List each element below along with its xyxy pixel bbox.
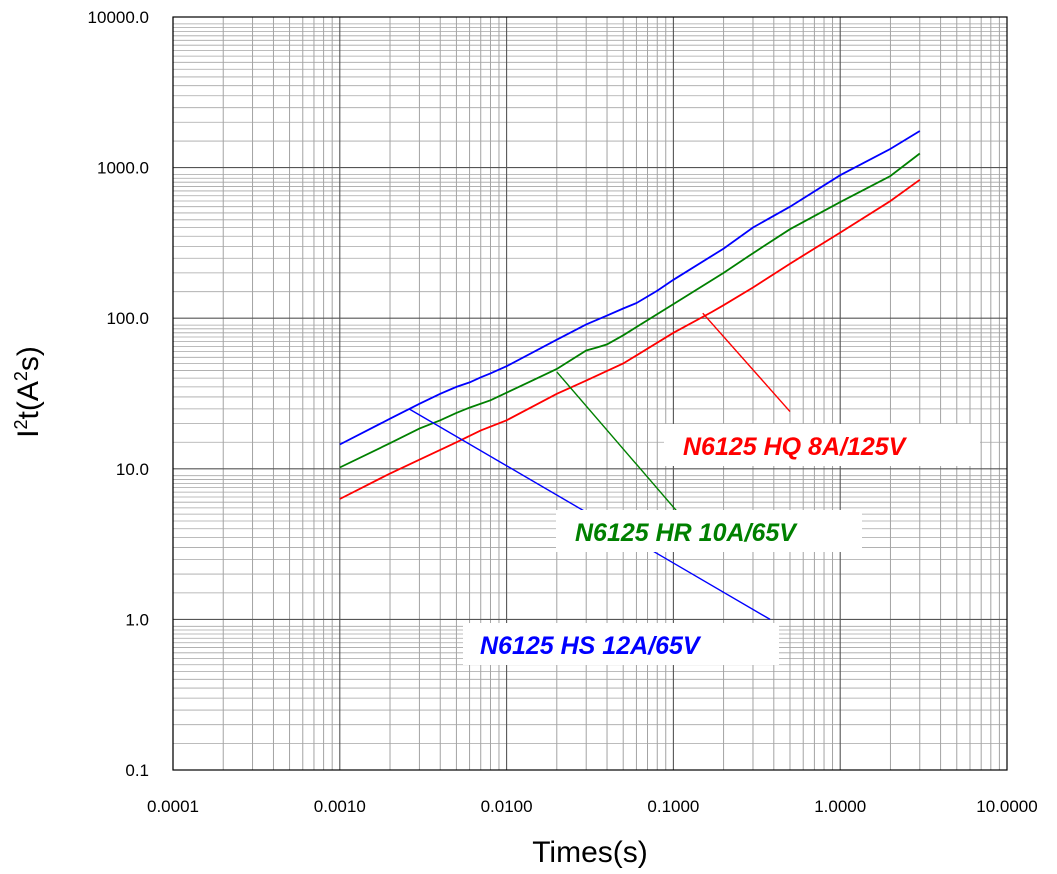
series-label-box-3 (664, 424, 980, 466)
series-line-2 (339, 152, 921, 469)
x-tick-label: 0.1000 (647, 797, 699, 816)
x-tick-label: 0.0010 (314, 797, 366, 816)
y-tick-label: 100.0 (106, 309, 149, 328)
series-annotations: N6125 HS 12A/65V N6125 HR 10A/65V N6125 HQ… (408, 312, 980, 665)
series-label-2: N6125 HR 10A/65V (575, 519, 798, 547)
y-axis-title: I2t(A2s) (11, 346, 45, 438)
series-lines (339, 130, 921, 500)
y-axis-title-end: s) (12, 346, 45, 371)
y-tick-label: 0.1 (125, 761, 149, 780)
series-label-box-1 (463, 623, 779, 665)
y-tick-labels: 0.1 1.0 10.0 100.0 1000.0 10000.0 (88, 8, 149, 780)
y-tick-label: 10000.0 (88, 8, 149, 27)
leader-line-3 (702, 312, 791, 413)
plot-frame (172, 16, 1008, 771)
y-axis-title-sup1: 2 (11, 420, 31, 430)
y-axis-title-mid: t(A (12, 381, 45, 419)
leader-line-2 (556, 371, 679, 514)
series-line-1 (339, 130, 921, 446)
series-label-3: N6125 HQ 8A/125V (683, 433, 908, 461)
y-tick-label: 10.0 (116, 460, 149, 479)
series-label-box-2 (556, 510, 862, 552)
y-tick-label: 1000.0 (97, 159, 149, 178)
x-tick-labels: 0.0001 0.0010 0.0100 0.1000 1.0000 10.0000 (147, 797, 1038, 816)
series-line-3 (339, 179, 921, 500)
x-tick-label: 10.0000 (976, 797, 1037, 816)
series-label-1: N6125 HS 12A/65V (480, 632, 702, 660)
x-tick-label: 0.0100 (481, 797, 533, 816)
x-axis-title: Times(s) (532, 836, 648, 869)
y-axis-title-sup2: 2 (11, 371, 31, 381)
y-axis-title-base: I (12, 430, 45, 438)
y-tick-label: 1.0 (125, 610, 149, 629)
x-tick-label: 0.0001 (147, 797, 199, 816)
x-tick-label: 1.0000 (814, 797, 866, 816)
